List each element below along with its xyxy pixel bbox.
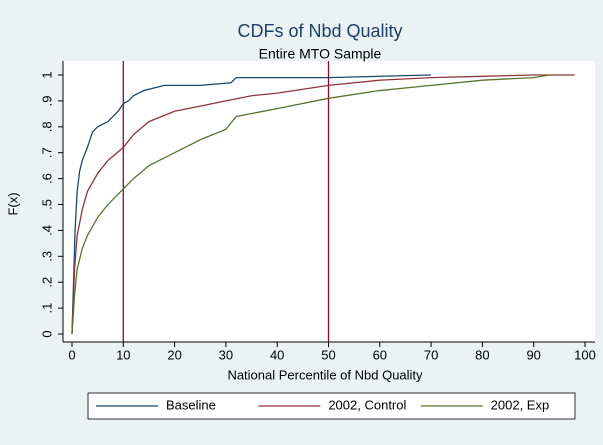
x-tick-label: 20 [167,347,181,362]
x-tick-label: 50 [321,347,335,362]
legend-label: 2002, Control [328,397,406,412]
series-line [71,74,575,335]
x-tick-label: 80 [475,347,489,362]
x-tick-label: 100 [574,347,596,362]
x-tick-label: 40 [270,347,284,362]
y-tick-label: .2 [39,277,54,288]
x-tick-label: 30 [219,347,233,362]
x-tick-label: 10 [116,347,130,362]
x-tick-label: 60 [373,347,387,362]
series-line [71,74,550,335]
x-tick-label: 90 [526,347,540,362]
y-tick-label: .6 [39,173,54,184]
y-tick-label: .4 [39,225,54,236]
legend-label: 2002, Exp [491,397,550,412]
y-tick-label: .5 [39,199,54,210]
legend-box [87,392,576,420]
x-axis-label: National Percentile of Nbd Quality [227,367,423,382]
chart-subtitle: Entire MTO Sample [259,46,382,62]
y-tick-label: .7 [39,147,54,158]
legend-label: Baseline [166,397,216,412]
y-tick-label: 0 [39,330,54,337]
y-tick-label: .3 [39,251,54,262]
x-tick-label: 0 [68,347,75,362]
y-tick-label: .8 [39,121,54,132]
y-tick-label: .9 [39,95,54,106]
series-line [71,74,432,335]
chart-title: CDFs of Nbd Quality [237,21,402,41]
y-axis-label: F(x) [5,192,20,215]
y-tick-label: .1 [39,303,54,314]
y-tick-label: 1 [39,71,54,78]
x-tick-label: 70 [424,347,438,362]
